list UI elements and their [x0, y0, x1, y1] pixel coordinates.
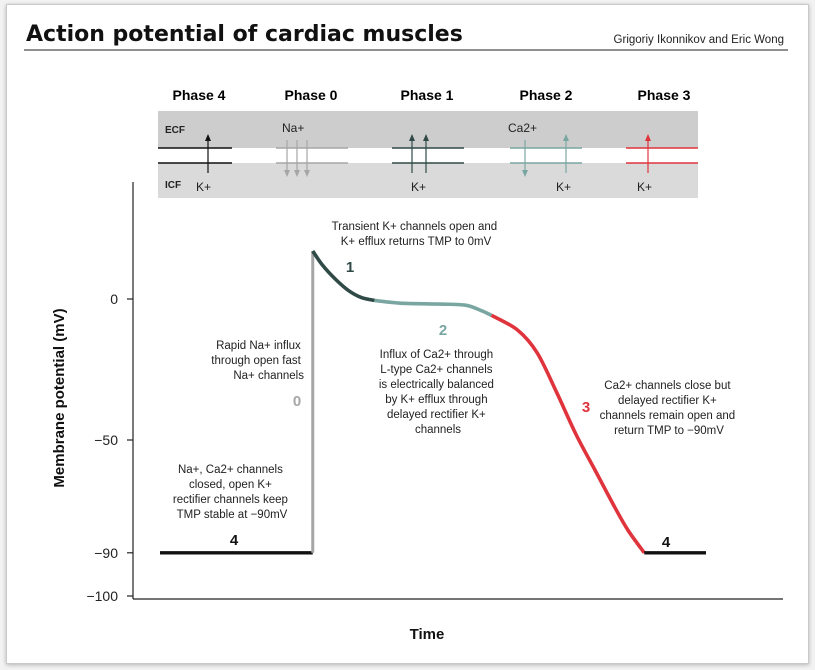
phase-header-0: Phase 0 — [285, 87, 338, 103]
ion-label-k: K+ — [556, 180, 571, 194]
phase-header-1: Phase 1 — [401, 87, 454, 103]
y-tick-label: −90 — [94, 545, 118, 561]
phase-number-0: 0 — [293, 393, 301, 410]
membrane-phase2: Ca2+ K+ — [508, 121, 582, 194]
membrane-diagram: ECF ICF K+ Na+ — [158, 111, 698, 198]
annotation-phase0: Rapid Na+ influx through open fast Na+ c… — [211, 340, 304, 382]
ecf-band — [158, 111, 698, 148]
arrow-down-icon — [522, 170, 528, 177]
phase-number-4: 4 — [230, 532, 239, 549]
action-potential-curve — [160, 250, 706, 555]
icf-band — [158, 163, 698, 198]
annotation-phase2: Influx of Ca2+ through L-type Ca2+ chann… — [379, 349, 497, 436]
annotation-phase3: Ca2+ channels close but delayed rectifie… — [600, 380, 739, 437]
arrow-down-icon — [294, 170, 300, 177]
phase-number-4-return: 4 — [662, 534, 671, 551]
phase-number-1: 1 — [346, 259, 354, 276]
phase-number-2: 2 — [439, 322, 447, 339]
author-credit: Grigoriy Ikonnikov and Eric Wong — [614, 34, 784, 46]
phase-header-2: Phase 2 — [520, 87, 573, 103]
arrow-up-icon — [409, 134, 415, 141]
arrow-up-icon — [645, 134, 651, 141]
arrow-up-icon — [205, 134, 211, 141]
membrane-phase1: K+ — [392, 134, 464, 194]
arrow-down-icon — [284, 170, 290, 177]
annotation-phase4: Na+, Ca2+ channels closed, open K+ recti… — [173, 464, 291, 521]
ion-label-k: K+ — [411, 180, 426, 194]
phase-header-3: Phase 3 — [638, 87, 691, 103]
phase-header-4: Phase 4 — [173, 87, 226, 103]
y-ticks: 0 −50 −90 −100 — [86, 291, 133, 604]
y-tick-label: −100 — [86, 588, 118, 604]
phase-number-3: 3 — [582, 399, 590, 416]
membrane-phase3: K+ — [626, 134, 698, 194]
icf-label: ICF — [165, 180, 181, 191]
curve-segment-phase-2 — [374, 298, 493, 317]
membrane-phase0: Na+ — [276, 121, 348, 177]
curve-segment-phase-3 — [490, 313, 646, 554]
annotation-phase1: Transient K+ channels open and K+ efflux… — [332, 221, 501, 248]
ecf-label: ECF — [165, 125, 185, 136]
y-axis-title: Membrane potential (mV) — [51, 308, 68, 487]
x-axis-title: Time — [410, 626, 445, 643]
ion-label-ca: Ca2+ — [508, 121, 537, 135]
y-tick-label: −50 — [94, 432, 118, 448]
ion-label-na: Na+ — [282, 121, 304, 135]
curve-segment-phase-1 — [311, 250, 375, 303]
y-tick-label: 0 — [110, 291, 118, 307]
arrow-down-icon — [304, 170, 310, 177]
arrow-up-icon — [423, 134, 429, 141]
ion-label-k: K+ — [637, 180, 652, 194]
ion-label-k: K+ — [196, 180, 211, 194]
page-title: Action potential of cardiac muscles — [26, 22, 463, 47]
arrow-up-icon — [563, 134, 569, 141]
membrane-phase4: K+ — [158, 134, 232, 194]
